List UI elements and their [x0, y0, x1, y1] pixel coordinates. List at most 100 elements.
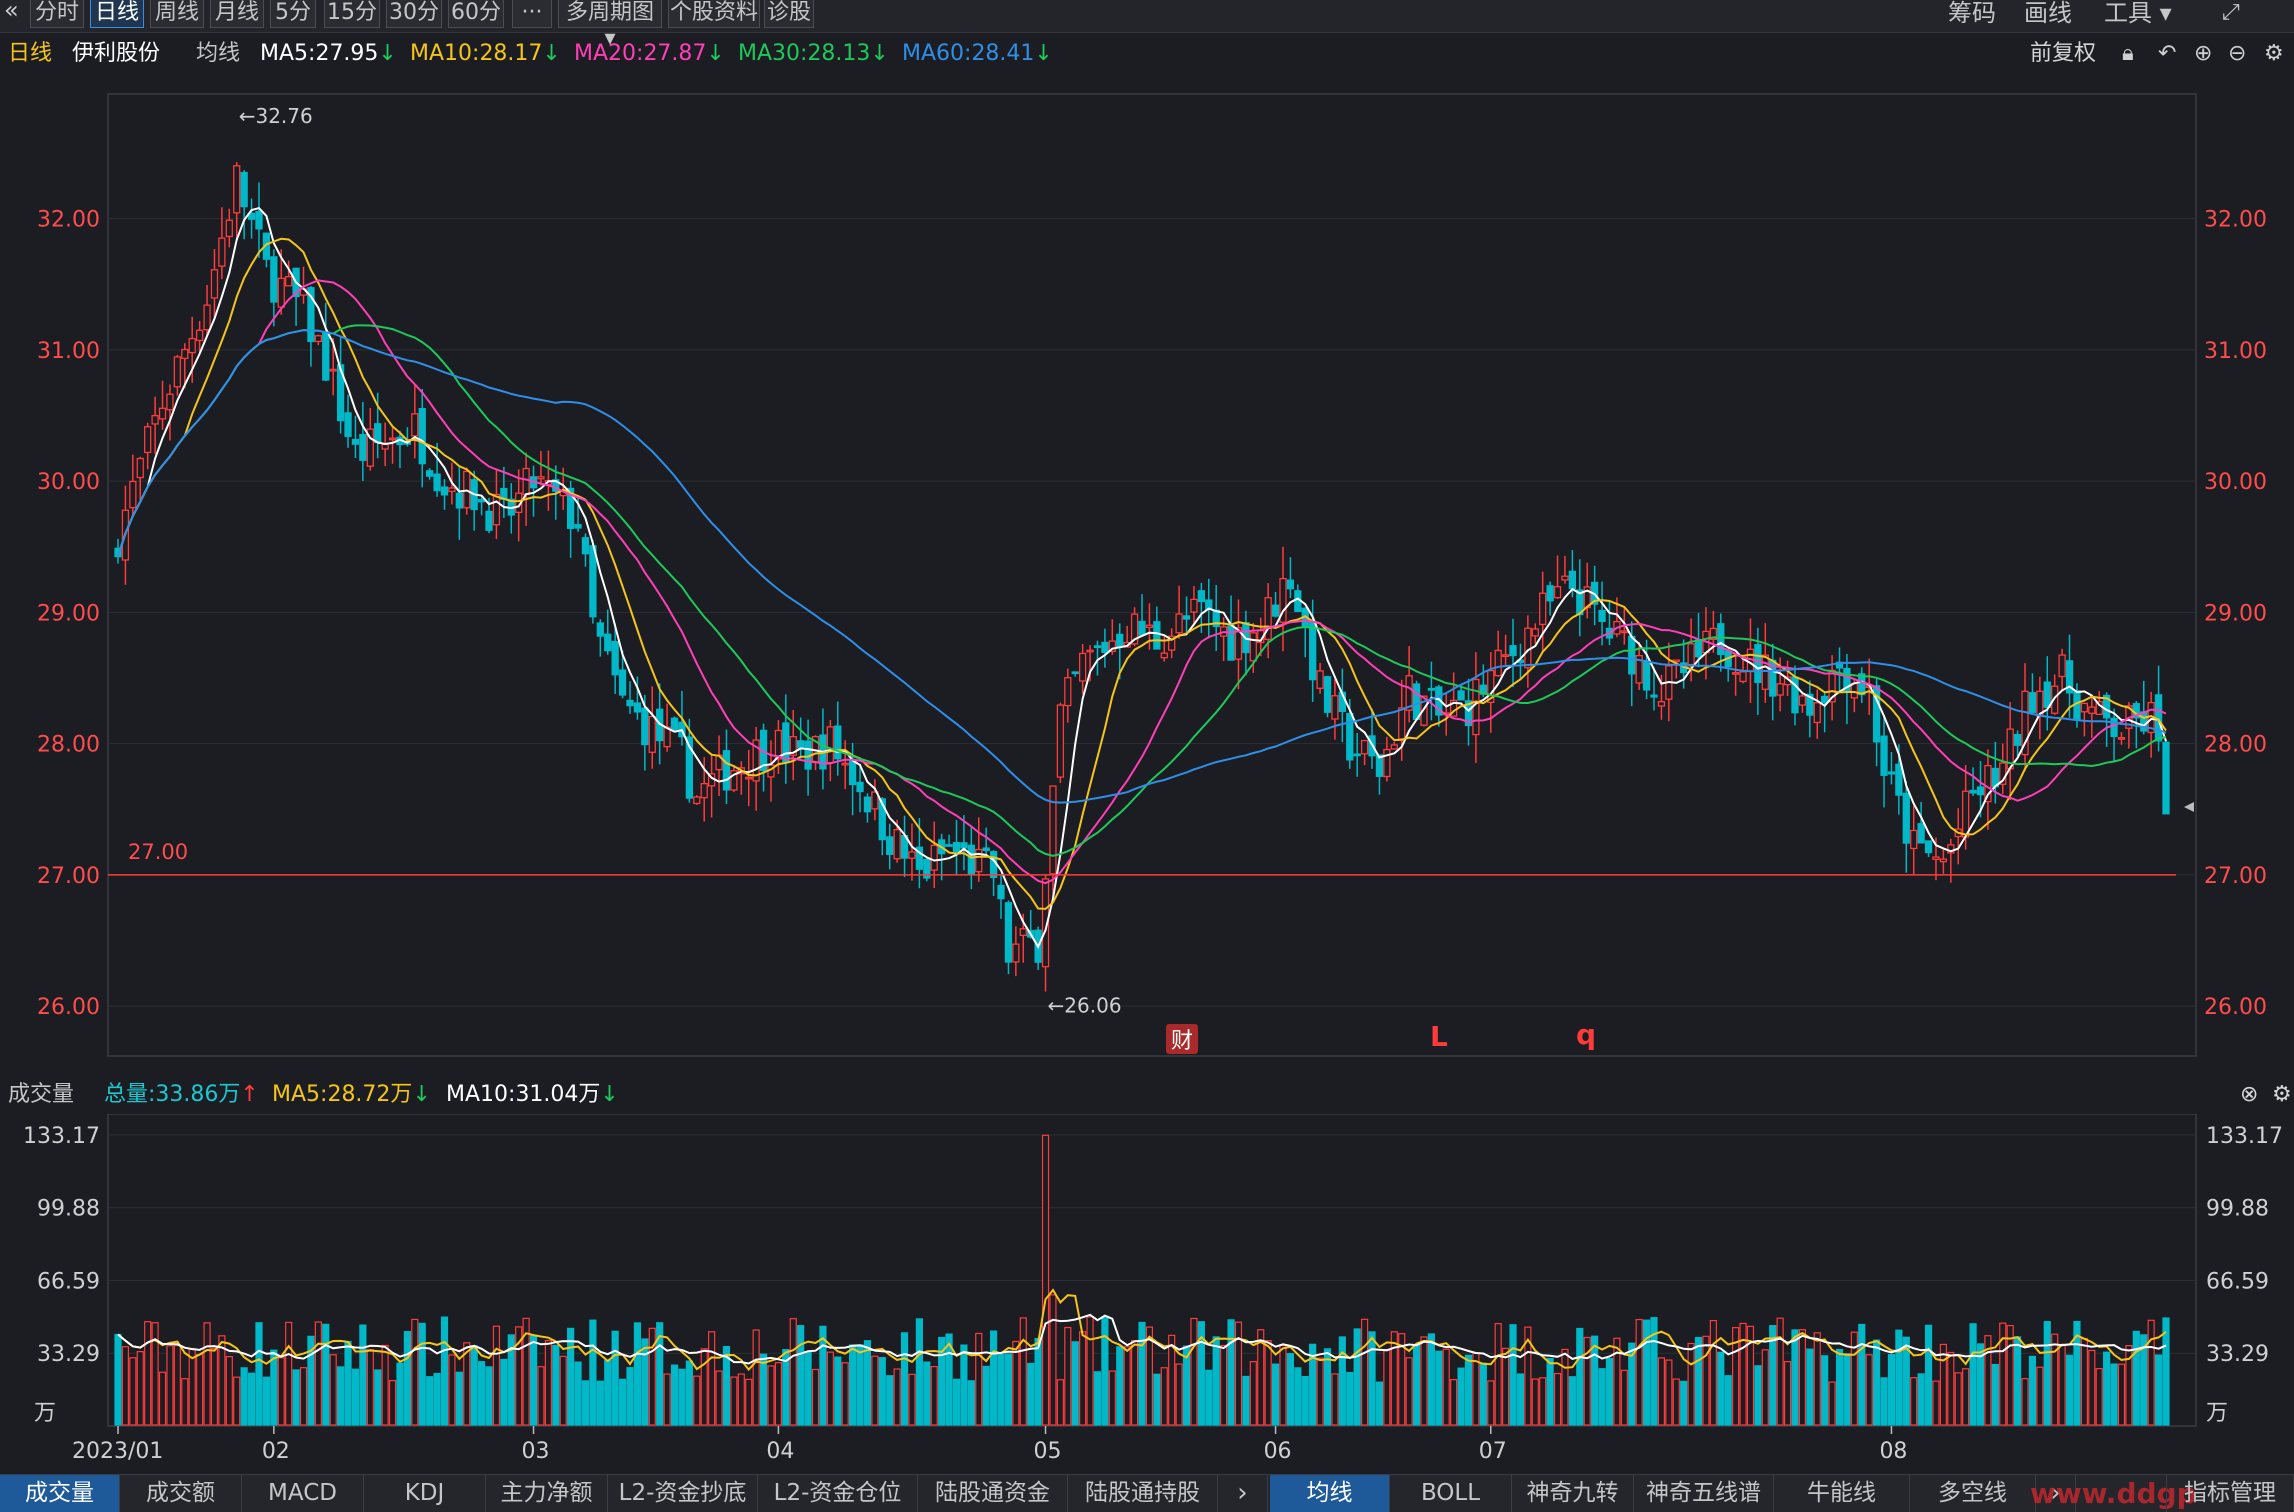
chevron-right-icon[interactable]: › — [1218, 1475, 1268, 1512]
volume-bar[interactable] — [730, 1376, 738, 1426]
volume-bar[interactable] — [1398, 1333, 1406, 1426]
candle-body[interactable] — [173, 356, 182, 388]
volume-bar[interactable] — [1568, 1376, 1576, 1426]
candle-body[interactable] — [1731, 672, 1740, 675]
volume-bar[interactable] — [1687, 1342, 1695, 1426]
candle-body[interactable] — [1041, 878, 1050, 968]
volume-bar[interactable] — [1227, 1319, 1235, 1426]
volume-bar[interactable] — [1769, 1325, 1777, 1426]
volume-bar[interactable] — [344, 1340, 352, 1426]
volume-bar[interactable] — [1709, 1319, 1717, 1426]
candle-body[interactable] — [1642, 660, 1651, 691]
tab-15min[interactable]: 15分 — [324, 0, 380, 28]
volume-bar[interactable] — [307, 1335, 315, 1426]
candle-body[interactable] — [2065, 660, 2074, 694]
tab-60min[interactable]: 60分 — [448, 0, 504, 28]
stock-profile-button[interactable]: 个股资料 — [668, 0, 760, 28]
volume-bar[interactable] — [1464, 1354, 1473, 1426]
volume-bar[interactable] — [1264, 1340, 1272, 1426]
candle-body[interactable] — [1360, 739, 1369, 755]
volume-bar[interactable] — [878, 1357, 886, 1426]
volume-bar[interactable] — [1635, 1318, 1643, 1426]
financial-report-marker[interactable] — [1166, 1024, 1198, 1054]
candle-body[interactable] — [633, 702, 642, 713]
candle-body[interactable] — [908, 851, 916, 859]
candle-body[interactable] — [648, 715, 656, 753]
candle-body[interactable] — [1813, 702, 1821, 724]
candle-body[interactable] — [1323, 676, 1332, 713]
candle-body[interactable] — [359, 433, 367, 461]
volume-bar[interactable] — [774, 1362, 783, 1426]
candle-body[interactable] — [188, 337, 196, 354]
candle-body[interactable] — [841, 762, 849, 766]
volume-bar[interactable] — [1375, 1381, 1384, 1426]
volume-bar[interactable] — [752, 1329, 760, 1426]
volume-bar[interactable] — [900, 1332, 909, 1426]
ma60-line[interactable] — [117, 329, 2167, 804]
candle-body[interactable] — [1234, 627, 1243, 660]
volume-bar[interactable] — [151, 1322, 159, 1426]
volume-bar[interactable] — [1205, 1369, 1213, 1426]
volume-bar[interactable] — [1286, 1353, 1295, 1426]
candle-body[interactable] — [158, 407, 167, 420]
candle-body[interactable] — [1108, 640, 1116, 653]
candle-body[interactable] — [2058, 654, 2066, 678]
candle-body[interactable] — [433, 473, 441, 492]
volume-bar[interactable] — [789, 1318, 797, 1426]
volume-bar[interactable] — [1657, 1357, 1666, 1426]
tab-long-short[interactable]: 多空线 — [1910, 1475, 2036, 1512]
chevron-right-icon-2[interactable]: › — [2036, 1475, 2076, 1512]
tools-dropdown[interactable]: 工具 ▾ — [2104, 0, 2172, 27]
candle-body[interactable] — [1279, 577, 1287, 623]
tab-intraday[interactable]: 分时 — [30, 0, 84, 28]
candle-body[interactable] — [1939, 858, 1948, 863]
undo-icon[interactable]: ↶ — [2158, 41, 2177, 66]
volume-bar[interactable] — [1041, 1134, 1050, 1426]
volume-bar[interactable] — [1346, 1371, 1354, 1426]
tab-daily[interactable]: 日线 — [90, 0, 144, 28]
candle-body[interactable] — [967, 844, 975, 876]
volume-bar[interactable] — [915, 1318, 923, 1426]
volume-bar[interactable] — [433, 1372, 441, 1426]
candle-body[interactable] — [1093, 645, 1102, 649]
volume-bar[interactable] — [492, 1325, 501, 1426]
candle-body[interactable] — [782, 722, 790, 763]
volume-bar[interactable] — [1405, 1357, 1413, 1426]
candle-body[interactable] — [1635, 654, 1643, 684]
volume-bar[interactable] — [656, 1322, 664, 1426]
candle-body[interactable] — [492, 493, 501, 526]
volume-bar[interactable] — [1620, 1369, 1628, 1426]
tab-northbound-funds[interactable]: 陆股通资金 — [918, 1475, 1068, 1512]
volume-bar[interactable] — [1761, 1349, 1769, 1426]
volume-bar[interactable] — [1108, 1370, 1116, 1426]
volume-bar[interactable] — [1739, 1322, 1747, 1426]
tab-bull-line[interactable]: 牛能线 — [1774, 1475, 1910, 1512]
candle-body[interactable] — [1012, 943, 1020, 963]
tab-macd[interactable]: MACD — [242, 1475, 364, 1512]
volume-bar[interactable] — [678, 1368, 686, 1426]
candle-body[interactable] — [774, 729, 783, 760]
candle-body[interactable] — [485, 510, 493, 531]
candle-body[interactable] — [1709, 627, 1718, 640]
volume-bar[interactable] — [277, 1357, 285, 1426]
candle-body[interactable] — [181, 348, 189, 360]
volume-bar[interactable] — [270, 1349, 278, 1426]
candle-body[interactable] — [166, 393, 174, 411]
candle-body[interactable] — [1019, 928, 1027, 937]
volume-bar[interactable] — [1976, 1343, 1985, 1426]
tab-turnover[interactable]: 成交额 — [120, 1475, 242, 1512]
candle-body[interactable] — [247, 212, 256, 220]
candle-body[interactable] — [1887, 771, 1896, 775]
volume-bar[interactable] — [1450, 1379, 1458, 1426]
volume-bar[interactable] — [1754, 1365, 1762, 1426]
volume-bar[interactable] — [1056, 1379, 1064, 1426]
volume-bar[interactable] — [797, 1325, 805, 1426]
volume-bar[interactable] — [329, 1354, 337, 1426]
volume-bar[interactable] — [1717, 1351, 1725, 1426]
tab-volume[interactable]: 成交量 — [0, 1475, 120, 1512]
volume-bar[interactable] — [1591, 1335, 1599, 1426]
candle-body[interactable] — [1487, 669, 1495, 703]
candle-body[interactable] — [589, 545, 597, 618]
volume-bar[interactable] — [1806, 1348, 1814, 1426]
candle-body[interactable] — [2021, 690, 2029, 756]
